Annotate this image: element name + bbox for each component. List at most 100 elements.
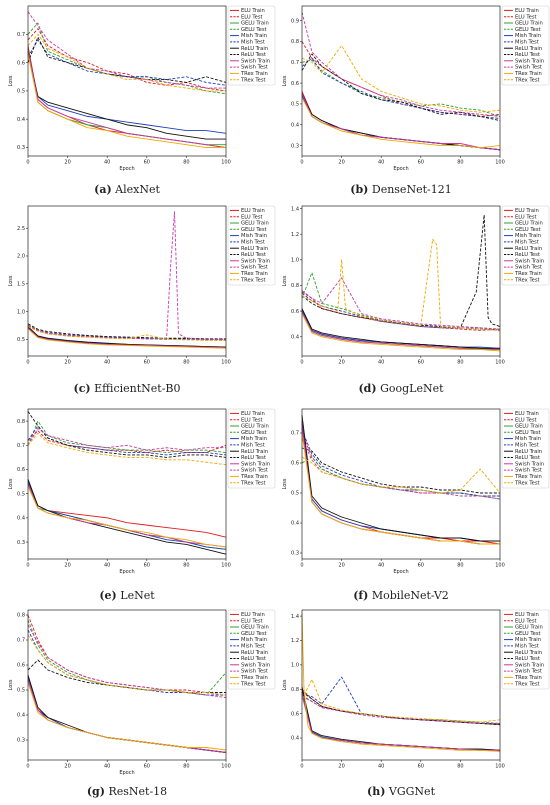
series-line bbox=[301, 41, 501, 117]
series-line bbox=[27, 411, 227, 458]
legend-label: Mish Test bbox=[241, 443, 265, 449]
series-line bbox=[27, 481, 227, 538]
legend-label: Mish Train bbox=[515, 637, 541, 643]
legend-label: Swish Train bbox=[241, 461, 270, 467]
legend-label: ELU Test bbox=[515, 417, 537, 423]
x-tick-label: 60 bbox=[418, 360, 424, 366]
legend-label: TRex Test bbox=[240, 681, 266, 687]
y-tick-label: 0.5 bbox=[291, 102, 299, 108]
legend-label: Mish Train bbox=[515, 233, 541, 239]
series-line bbox=[27, 327, 227, 349]
x-axis-label: Epoch bbox=[393, 569, 408, 575]
legend-label: Mish Train bbox=[241, 33, 267, 39]
series-line bbox=[301, 432, 500, 497]
x-tick-label: 60 bbox=[418, 764, 424, 770]
x-tick-label: 40 bbox=[378, 764, 384, 770]
y-tick-label: 1.5 bbox=[17, 281, 25, 287]
y-tick-label: 0.4 bbox=[291, 334, 299, 340]
legend-label: ReLU Train bbox=[515, 449, 542, 455]
x-tick-label: 40 bbox=[378, 160, 384, 166]
y-tick-label: 0.4 bbox=[291, 521, 299, 527]
legend-label: TRex Test bbox=[240, 277, 266, 283]
legend-label: Swish Test bbox=[515, 669, 542, 675]
series-line bbox=[301, 59, 501, 117]
legend-label: Swish Train bbox=[241, 662, 270, 668]
legend-label: TRex Train bbox=[514, 71, 542, 77]
legend-label: Mish Test bbox=[241, 40, 265, 46]
series-line bbox=[27, 325, 226, 340]
legend-label: ELU Train bbox=[241, 612, 265, 618]
chart-panel-7: 0 20 40 60 80 100 0.3 0.4 0.5 0.6 0.7 0.8 Epoch Loss E… bbox=[8, 608, 276, 786]
legend-label: TRex Train bbox=[240, 474, 268, 480]
series-line bbox=[301, 689, 500, 751]
y-tick-label: 0.4 bbox=[17, 117, 25, 123]
series-line bbox=[27, 682, 227, 751]
series-line bbox=[301, 456, 501, 494]
chart-svg: 0 20 40 60 80 100 0.5 1.0 1.5 2.0 2.5 Loss ELU Train… bbox=[8, 205, 276, 366]
chart-svg: 0 20 40 60 80 100 0.3 0.4 0.5 0.6 0.7 0.8 Epoch Loss E… bbox=[8, 609, 276, 776]
legend-label: ELU Test bbox=[515, 14, 537, 20]
legend-label: TRex Train bbox=[240, 71, 268, 77]
legend-label: GELU Test bbox=[241, 631, 267, 637]
legend-label: TRex Train bbox=[514, 271, 542, 277]
legend-label: ELU Train bbox=[515, 411, 539, 417]
y-tick-label: 0.3 bbox=[17, 145, 25, 151]
y-tick-label: 0.6 bbox=[291, 711, 299, 717]
chart-svg: 0 20 40 60 80 100 0.3 0.4 0.5 0.6 0.7 Epoch Loss ELU … bbox=[8, 5, 276, 172]
chart-panel-3: 0 20 40 60 80 100 0.5 1.0 1.5 2.0 2.5 Loss ELU Train… bbox=[8, 204, 276, 382]
y-tick-label: 2.5 bbox=[17, 226, 25, 232]
y-tick-label: 1.4 bbox=[291, 206, 299, 212]
legend-label: ReLU Train bbox=[515, 650, 542, 656]
legend-label: GELU Test bbox=[515, 27, 541, 33]
legend-label: Swish Test bbox=[241, 669, 268, 675]
y-tick-label: 0.8 bbox=[291, 283, 299, 289]
series-line bbox=[301, 691, 501, 726]
legend-label: ELU Test bbox=[241, 14, 263, 20]
series-line bbox=[27, 326, 227, 348]
y-tick-label: 0.6 bbox=[17, 467, 25, 473]
series-line bbox=[27, 624, 227, 698]
x-tick-label: 80 bbox=[183, 360, 189, 366]
caption-letter: (b) bbox=[350, 183, 369, 196]
series-line bbox=[27, 619, 227, 696]
x-tick-label: 20 bbox=[338, 160, 344, 166]
series-line bbox=[301, 426, 500, 545]
legend-box bbox=[227, 5, 276, 86]
legend-label: TRex Test bbox=[240, 77, 266, 83]
legend-box bbox=[501, 408, 550, 489]
y-tick-label: 0.7 bbox=[17, 443, 25, 449]
legend-label: Swish Train bbox=[515, 662, 544, 668]
series-line bbox=[27, 432, 227, 466]
series-line bbox=[301, 309, 501, 349]
x-tick-label: 20 bbox=[64, 764, 70, 770]
plot-frame bbox=[301, 609, 501, 761]
series-line bbox=[27, 679, 227, 753]
x-tick-label: 20 bbox=[64, 160, 70, 166]
legend-box bbox=[227, 408, 276, 489]
legend-label: GELU Train bbox=[515, 424, 543, 430]
y-axis-label: Loss bbox=[8, 75, 14, 86]
series-line bbox=[301, 214, 501, 329]
series-line bbox=[27, 425, 227, 456]
legend-label: ELU Test bbox=[241, 618, 263, 624]
series-line bbox=[301, 313, 501, 352]
y-tick-label: 0.5 bbox=[17, 337, 25, 343]
series-line bbox=[301, 676, 500, 724]
y-tick-label: 1.0 bbox=[17, 309, 25, 315]
legend-label: ELU Test bbox=[515, 214, 537, 220]
caption-name: VGGNet bbox=[385, 785, 435, 798]
y-tick-label: 0.3 bbox=[17, 738, 25, 744]
legend-box bbox=[501, 205, 550, 286]
x-tick-label: 0 bbox=[26, 563, 29, 569]
legend-label: ReLU Train bbox=[515, 46, 542, 52]
series-line bbox=[301, 426, 500, 545]
series-line bbox=[27, 28, 227, 92]
y-tick-label: 1.4 bbox=[291, 614, 299, 620]
legend-label: TRex Train bbox=[514, 474, 542, 480]
series-line bbox=[301, 53, 501, 122]
legend-label: Mish Train bbox=[241, 637, 267, 643]
legend-label: GELU Test bbox=[241, 430, 267, 436]
legend-box bbox=[501, 609, 550, 690]
legend-label: ELU Test bbox=[515, 618, 537, 624]
legend-box bbox=[501, 5, 550, 86]
